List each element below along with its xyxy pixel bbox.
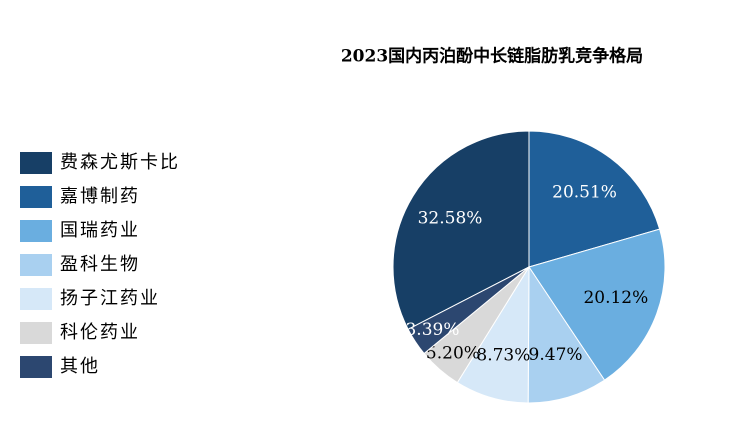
pie-slice [528, 130, 661, 268]
legend-swatch [20, 254, 52, 276]
legend-swatch [20, 186, 52, 208]
legend-label: 盈科生物 [60, 254, 140, 275]
data-label: 5.20% [426, 344, 480, 364]
pie-slice [527, 265, 606, 404]
legend-swatch [20, 220, 52, 242]
pie-slice [528, 228, 666, 381]
legend-swatch [20, 288, 52, 310]
chart-title: 2023国内丙泊酚中长链脂肪乳竞争格局 [341, 46, 643, 67]
data-label: 9.47% [529, 345, 583, 365]
pie-slice [407, 266, 530, 355]
data-label: 20.12% [583, 288, 648, 308]
data-label: 3.39% [405, 320, 459, 340]
data-label: 8.73% [476, 345, 530, 365]
legend-swatch [20, 152, 52, 174]
legend-label: 费森尤斯卡比 [60, 152, 180, 173]
legend-label: 其他 [60, 356, 100, 377]
legend-label: 科伦药业 [60, 322, 140, 343]
legend-swatch [20, 322, 52, 344]
pie-slice [392, 130, 530, 331]
legend-label: 扬子江药业 [60, 288, 160, 309]
data-label: 32.58% [418, 208, 483, 228]
legend-label: 国瑞药业 [60, 220, 140, 241]
legend-label: 嘉博制药 [60, 186, 140, 207]
data-label: 20.51% [552, 183, 617, 203]
legend-swatch [20, 356, 52, 378]
